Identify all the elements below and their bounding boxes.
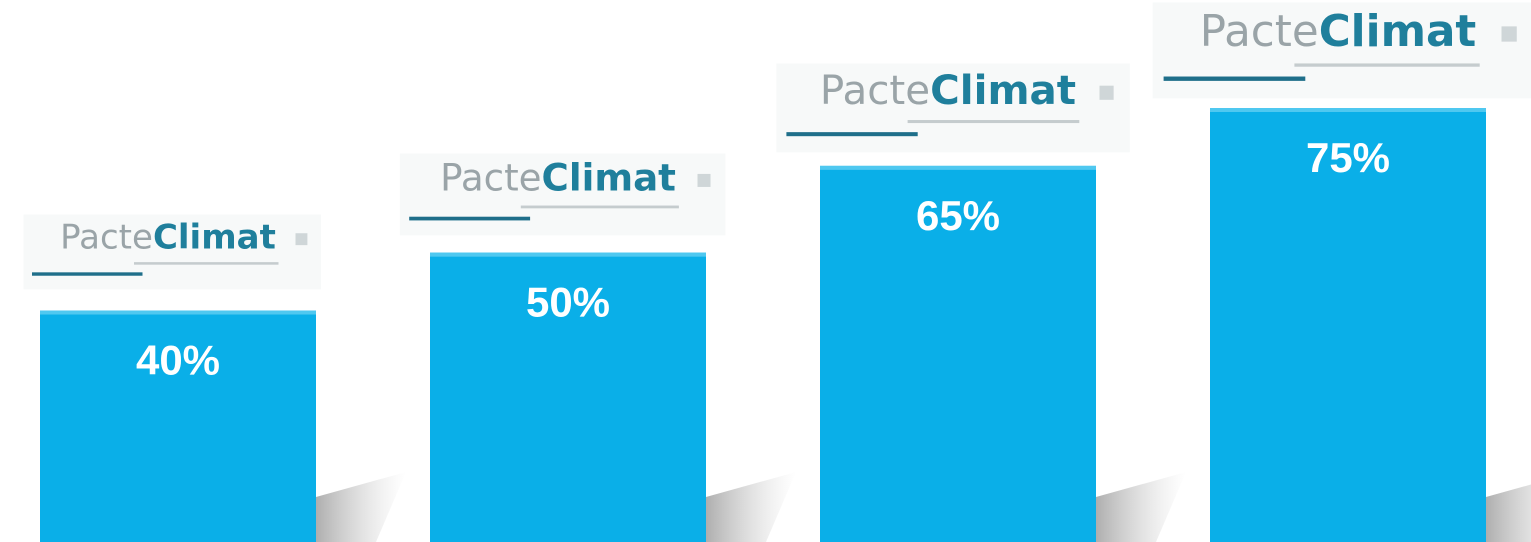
logo-tagline — [1294, 63, 1480, 67]
logo-prefix: Pacte — [440, 156, 541, 200]
logo-text: PacteClimat — [60, 218, 276, 258]
logo-tagline — [907, 120, 1080, 124]
logo-tagline — [134, 262, 279, 265]
value-label: 40% — [136, 337, 220, 384]
logo: PacteClimat — [23, 214, 321, 290]
logo-icon — [295, 233, 308, 246]
logo: PacteClimat — [1152, 2, 1531, 99]
logo-prefix: Pacte — [60, 218, 153, 258]
bar-edge — [430, 252, 706, 257]
logo-text: PacteClimat — [440, 156, 676, 200]
logo: PacteClimat — [399, 153, 726, 236]
logo-line — [786, 132, 918, 137]
logo-name: Climat — [153, 218, 276, 258]
logo-bg — [776, 63, 1130, 153]
bar-shadow — [1486, 484, 1531, 542]
logo-text: PacteClimat — [1200, 7, 1477, 57]
bar-shadow — [706, 472, 796, 542]
logo-tagline — [520, 205, 679, 209]
value-label: 65% — [916, 192, 1000, 239]
bar-shadow — [1096, 472, 1186, 542]
logo-icon — [1501, 26, 1517, 42]
logo-name: Climat — [542, 156, 676, 200]
bar — [1210, 108, 1486, 542]
value-label: 50% — [526, 279, 610, 326]
logo-line — [31, 272, 143, 276]
logo-name: Climat — [930, 66, 1076, 114]
logo-bg — [399, 153, 726, 236]
logo-line — [409, 216, 531, 221]
logo-prefix: Pacte — [1200, 7, 1319, 57]
bar — [820, 165, 1096, 542]
logo-icon — [1099, 85, 1114, 100]
logo-bg — [23, 214, 321, 290]
bar-edge — [40, 310, 316, 315]
bar-shadow — [316, 472, 406, 542]
bar — [430, 252, 706, 542]
bar — [40, 310, 316, 542]
logo-bg — [1152, 2, 1531, 99]
logo-prefix: Pacte — [820, 66, 930, 114]
value-label: 75% — [1306, 134, 1390, 181]
logo-icon — [697, 173, 711, 187]
logo: PacteClimat — [776, 63, 1130, 153]
bar-edge — [820, 165, 1096, 170]
bar-edge — [1210, 108, 1486, 112]
logo-line — [1163, 76, 1306, 81]
logo-text: PacteClimat — [820, 66, 1076, 114]
logo-name: Climat — [1319, 7, 1477, 57]
